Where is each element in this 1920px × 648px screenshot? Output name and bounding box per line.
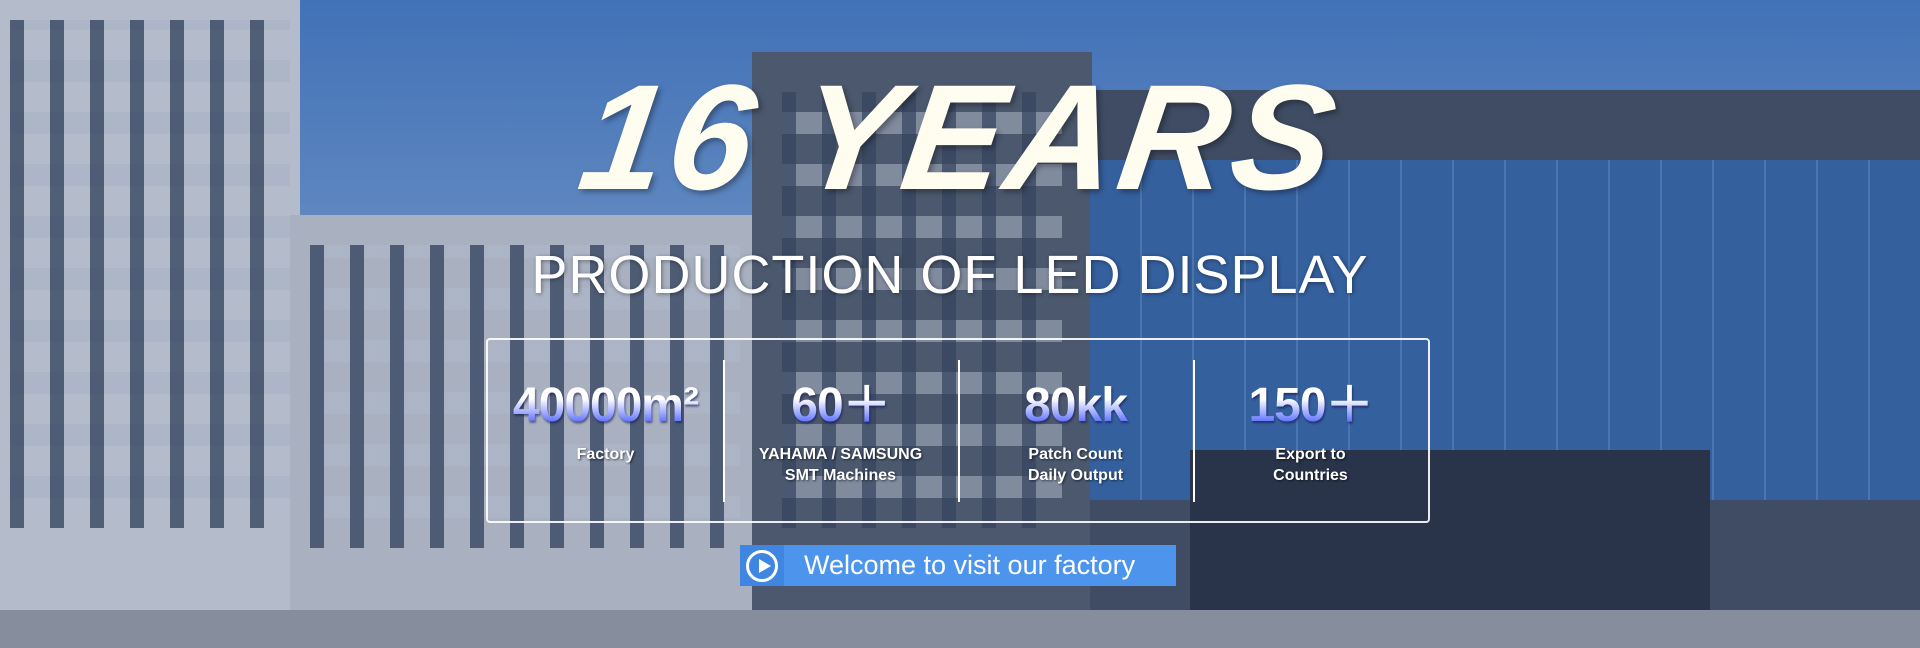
stat-label: Export to Countries bbox=[1193, 444, 1428, 486]
stats-panel: 40000m² Factory 60＋ YAHAMA / SAMSUNG SMT … bbox=[486, 338, 1430, 523]
stat-label-line: Daily Output bbox=[1027, 467, 1124, 484]
play-circle-icon bbox=[740, 545, 784, 586]
stat-export-countries: 150＋ Export to Countries bbox=[1193, 340, 1428, 521]
background-ground bbox=[0, 610, 1920, 648]
stat-label-line: Countries bbox=[1273, 467, 1348, 484]
stat-smt-machines: 60＋ YAHAMA / SAMSUNG SMT Machines bbox=[723, 340, 958, 521]
visit-factory-label: Welcome to visit our factory bbox=[804, 550, 1136, 580]
stat-daily-output: 80kk Patch Count Daily Output bbox=[958, 340, 1193, 521]
background-building-center bbox=[290, 215, 760, 648]
stat-value: 60＋ bbox=[723, 382, 958, 430]
stat-label-line: SMT Machines bbox=[784, 467, 897, 484]
stat-label-line: Factory bbox=[576, 446, 635, 463]
banner-subtitle: PRODUCTION OF LED DISPLAY bbox=[531, 245, 1369, 305]
stat-label: Factory bbox=[488, 444, 723, 465]
stat-label-line: Export to bbox=[1275, 446, 1346, 463]
background-glass-building bbox=[1090, 90, 1920, 648]
stat-label-line: YAHAMA / SAMSUNG bbox=[758, 446, 923, 463]
stat-factory-area: 40000m² Factory bbox=[488, 340, 723, 521]
banner-title: 16 YEARS bbox=[570, 53, 1350, 221]
stat-label: Patch Count Daily Output bbox=[958, 444, 1193, 486]
stat-label: YAHAMA / SAMSUNG SMT Machines bbox=[723, 444, 958, 486]
stat-label-line: Patch Count bbox=[1028, 446, 1123, 463]
visit-factory-button[interactable]: Welcome to visit our factory bbox=[740, 545, 1176, 586]
stat-value: 80kk bbox=[958, 382, 1193, 430]
stat-value: 150＋ bbox=[1193, 382, 1428, 430]
stat-value: 40000m² bbox=[488, 382, 723, 430]
background-building-left bbox=[0, 0, 300, 648]
